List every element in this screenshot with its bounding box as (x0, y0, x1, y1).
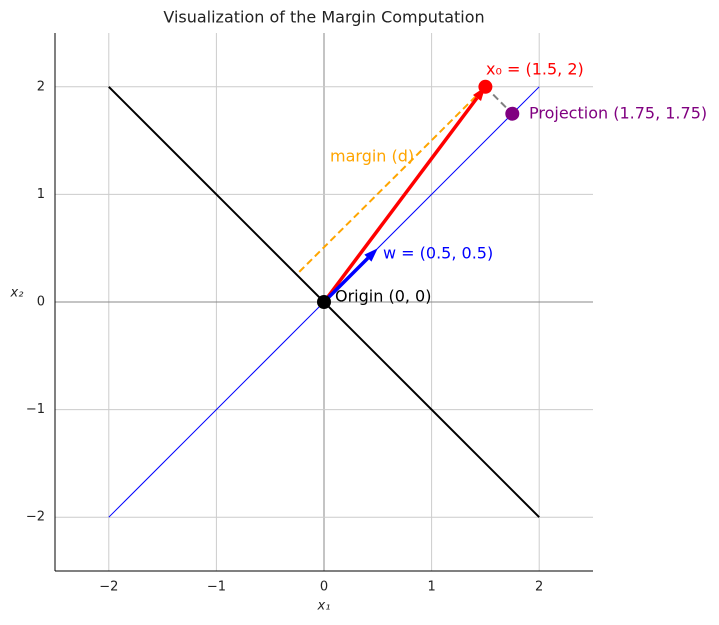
annotation: Origin (0, 0) (335, 287, 431, 306)
annotation: w = (0.5, 0.5) (383, 244, 493, 263)
y-axis-label: x₂ (10, 286, 24, 301)
x-tick-label: 2 (535, 580, 543, 595)
y-tick-label: 0 (37, 295, 45, 310)
arrow (322, 256, 370, 304)
y-tick-label: 2 (37, 79, 45, 94)
point (478, 79, 493, 94)
point (317, 295, 331, 309)
y-tick-label: 1 (37, 187, 45, 202)
line (298, 91, 481, 273)
x-axis-label: x₁ (317, 599, 331, 614)
y-tick-label: −2 (26, 510, 45, 525)
point (505, 106, 520, 121)
annotation: x₀ = (1.5, 2) (486, 60, 584, 79)
x-tick-label: 1 (427, 580, 435, 595)
annotation: margin (d) (330, 147, 414, 166)
x-tick-label: −1 (207, 580, 226, 595)
arrow-head (364, 248, 378, 262)
chart-title: Visualization of the Margin Computation (163, 8, 484, 27)
x-tick-label: 0 (320, 580, 328, 595)
x-tick-label: −2 (99, 580, 118, 595)
annotation: Projection (1.75, 1.75) (529, 104, 707, 123)
arrow (322, 96, 479, 304)
y-tick-label: −1 (26, 402, 45, 417)
